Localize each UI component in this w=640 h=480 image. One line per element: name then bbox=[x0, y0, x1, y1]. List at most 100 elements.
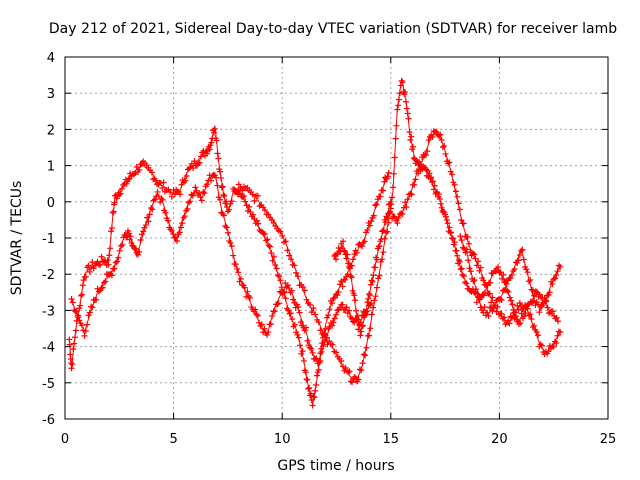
series-track-2 bbox=[68, 171, 375, 367]
data-point-marker bbox=[288, 287, 295, 294]
data-point-marker bbox=[115, 254, 122, 261]
data-point-marker bbox=[89, 259, 96, 266]
data-point-marker bbox=[272, 262, 279, 269]
data-point-marker bbox=[334, 292, 341, 299]
data-point-marker bbox=[275, 300, 282, 307]
data-point-marker bbox=[198, 197, 205, 204]
data-point-marker bbox=[164, 217, 171, 224]
data-point-marker bbox=[397, 82, 404, 89]
data-point-marker bbox=[82, 328, 89, 335]
data-point-marker bbox=[220, 212, 227, 219]
data-point-marker bbox=[404, 196, 411, 203]
data-point-marker bbox=[522, 310, 529, 317]
data-point-marker bbox=[545, 348, 552, 355]
data-point-marker bbox=[127, 233, 134, 240]
data-point-marker bbox=[343, 304, 350, 311]
data-point-marker bbox=[339, 301, 346, 308]
data-point-marker bbox=[364, 226, 371, 233]
data-point-marker bbox=[507, 313, 514, 320]
data-point-marker bbox=[77, 302, 84, 309]
data-point-marker bbox=[379, 187, 386, 194]
data-point-marker bbox=[366, 222, 373, 229]
data-point-marker bbox=[427, 175, 434, 182]
data-point-marker bbox=[458, 237, 465, 244]
data-point-marker bbox=[525, 312, 532, 319]
data-point-marker bbox=[116, 247, 123, 254]
data-point-marker bbox=[303, 324, 310, 331]
data-point-marker bbox=[318, 348, 325, 355]
data-point-marker bbox=[331, 294, 338, 301]
y-tick-label: 4 bbox=[47, 51, 55, 66]
data-point-marker bbox=[265, 211, 272, 218]
data-point-marker bbox=[350, 256, 357, 263]
x-tick-label: 10 bbox=[274, 432, 291, 447]
data-point-marker bbox=[181, 213, 188, 220]
data-point-marker bbox=[220, 192, 227, 198]
data-point-marker bbox=[243, 293, 250, 300]
y-tick-label: -3 bbox=[42, 304, 55, 319]
data-point-marker bbox=[376, 272, 383, 279]
data-point-marker bbox=[217, 196, 224, 203]
data-point-marker bbox=[299, 348, 306, 355]
data-point-marker bbox=[348, 274, 355, 281]
data-point-marker bbox=[557, 329, 564, 336]
data-point-marker bbox=[429, 179, 436, 186]
data-point-marker bbox=[472, 255, 479, 262]
data-point-marker bbox=[146, 211, 153, 218]
data-point-marker bbox=[404, 110, 411, 117]
data-point-marker bbox=[430, 186, 437, 193]
data-point-marker bbox=[102, 278, 109, 285]
y-tick-label: -1 bbox=[42, 232, 55, 247]
chart-title: Day 212 of 2021, Sidereal Day-to-day VTE… bbox=[49, 21, 617, 37]
data-point-marker bbox=[331, 315, 338, 322]
data-point-marker bbox=[456, 206, 463, 213]
data-point-marker bbox=[187, 164, 194, 171]
data-point-marker bbox=[462, 279, 469, 286]
data-point-marker bbox=[255, 220, 262, 227]
data-point-marker bbox=[177, 191, 184, 198]
data-point-marker bbox=[402, 89, 409, 96]
data-point-marker bbox=[460, 220, 467, 227]
data-point-marker bbox=[284, 282, 291, 289]
data-point-marker bbox=[347, 378, 354, 385]
data-point-marker bbox=[151, 196, 158, 203]
data-point-marker bbox=[293, 329, 300, 336]
data-point-marker bbox=[381, 178, 388, 185]
data-point-marker bbox=[309, 402, 316, 409]
data-point-marker bbox=[265, 242, 272, 249]
data-point-marker bbox=[302, 369, 309, 376]
data-point-marker bbox=[86, 268, 93, 275]
data-point-marker bbox=[159, 196, 166, 203]
data-point-marker bbox=[442, 150, 449, 157]
data-point-marker bbox=[282, 295, 289, 302]
data-point-marker bbox=[75, 312, 82, 319]
data-point-marker bbox=[461, 245, 468, 252]
data-point-marker bbox=[249, 191, 256, 198]
data-point-marker bbox=[172, 234, 179, 241]
data-point-marker bbox=[488, 299, 495, 306]
data-point-marker bbox=[297, 342, 304, 349]
data-point-marker bbox=[305, 385, 312, 392]
data-point-marker bbox=[329, 322, 336, 329]
data-point-marker bbox=[555, 318, 562, 325]
data-point-marker bbox=[320, 343, 327, 350]
y-tick-label: 2 bbox=[47, 123, 55, 138]
data-point-marker bbox=[465, 257, 472, 264]
series-trace bbox=[71, 171, 372, 363]
data-point-marker bbox=[400, 204, 407, 211]
data-point-marker bbox=[85, 312, 92, 319]
y-tick-label: 0 bbox=[47, 196, 55, 211]
data-point-marker bbox=[527, 311, 534, 318]
data-point-marker bbox=[333, 349, 340, 356]
data-point-marker bbox=[489, 294, 496, 301]
data-point-marker bbox=[219, 183, 226, 190]
data-point-marker bbox=[97, 261, 104, 268]
data-point-marker bbox=[276, 273, 283, 280]
data-point-marker bbox=[516, 252, 523, 259]
data-point-marker bbox=[264, 236, 271, 243]
data-point-marker bbox=[355, 376, 362, 383]
data-point-marker bbox=[378, 236, 385, 243]
data-point-marker bbox=[498, 297, 505, 304]
data-point-marker bbox=[459, 271, 466, 278]
data-point-marker bbox=[274, 272, 281, 279]
